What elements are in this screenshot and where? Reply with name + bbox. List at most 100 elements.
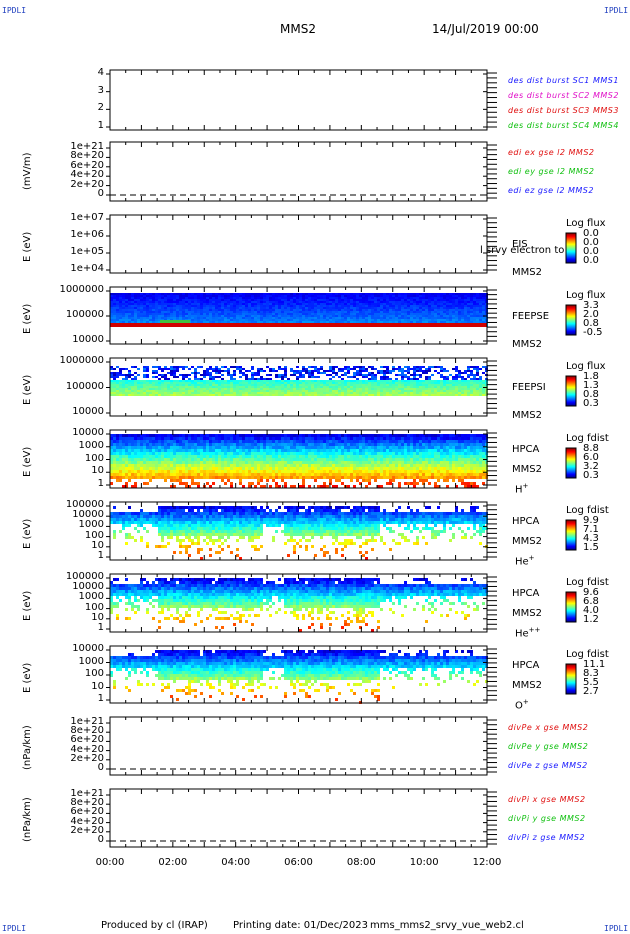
page-title: MMS2 [280,22,316,36]
y-axis-title: E (eV) [22,231,33,262]
spacecraft-label: MMS2 [512,608,542,619]
colorbar-value: 4.0 [583,605,599,616]
colorbar-value: 2.0 [583,309,599,320]
species-name: He [515,628,529,640]
species-charge: + [522,482,529,490]
y-tick-label: 10000 [72,406,104,417]
panel-feepse [106,286,577,345]
colorbar-value: 0.0 [583,237,599,248]
spacecraft-label: MMS2 [512,464,542,475]
colorbar-value: 3.2 [583,461,599,472]
colorbar-value: 0.0 [583,255,599,266]
colorbar [565,519,577,551]
panel-hpca-o [106,645,577,704]
species-charge: + [522,698,529,706]
panel-divpi [106,788,497,848]
species-name: H [515,484,523,496]
spacecraft-label: MMS2 [512,339,542,350]
panel-feepsi [106,357,577,417]
colorbar-title: Log flux [566,361,606,372]
y-tick-label: 8e+20 [70,797,104,809]
colorbar-value: 0.3 [583,398,599,409]
page-date: 14/Jul/2019 00:00 [432,22,539,36]
y-tick-label: 10000 [72,334,104,345]
y-tick-label: 4e+20 [70,169,104,181]
panel-hpca-he [106,501,577,561]
footer-filename: mms_mms2_srvy_vue_web2.cl [370,920,524,931]
legend-entry: des dist burst SC3 MMS3 [508,106,619,115]
y-axis-title: E (eV) [22,446,33,477]
instrument-label: HPCA [512,516,540,527]
colorbar-value: 6.8 [583,596,599,607]
species-name: O [515,700,523,712]
y-tick-label: 100 [84,668,104,679]
x-tick-label: 08:00 [346,857,376,868]
colorbar-title: Log fdist [566,433,609,444]
y-tick-label: 10000 [72,509,104,521]
y-tick-label: 10 [91,611,104,623]
colorbar-value: 1.8 [583,371,599,382]
y-tick-label: 2e+20 [70,178,104,190]
legend-entry: divPi x gse MMS2 [508,795,586,804]
y-tick-label: 1000 [78,519,104,531]
y-tick-label: 1e+05 [70,246,104,257]
colorbar [565,591,577,623]
y-tick-label: 6e+20 [70,806,104,818]
x-tick-label: 10:00 [409,857,439,868]
x-tick-label: 06:00 [284,857,313,868]
legend-entry: divPi z gse MMS2 [508,833,586,842]
y-tick-label: 1 [97,693,104,704]
y-axis-title: E (eV) [22,374,33,405]
panel-edi-e [106,141,497,202]
legend-entry: des dist burst SC4 MMS4 [508,121,619,130]
y-tick-label: 4 [97,67,104,78]
y-axis-title: E (eV) [22,590,33,621]
colorbar-value: 9.9 [583,515,599,526]
y-tick-label: 100 [84,452,104,464]
spacecraft-label: MMS2 [512,410,542,421]
y-tick-label: 8e+20 [70,150,104,162]
colorbar [565,663,577,695]
instrument-label: HPCA [512,660,540,671]
x-tick-label: 12:00 [472,857,502,868]
colorbar-value: 4.3 [583,533,599,544]
colorbar-value: 0.0 [583,246,599,257]
x-tick-label: 00:00 [95,857,125,868]
y-tick-label: 100000 [65,380,104,392]
instrument-label: EIS [512,239,528,250]
colorbar [565,304,577,336]
colorbar-value: 8.3 [583,668,599,679]
y-axis-title: (mV/m) [22,152,33,190]
colorbar-value: 2.7 [583,686,599,697]
colorbar-value: 5.5 [583,677,599,688]
legend-entry: edi ex gse l2 MMS2 [508,148,595,157]
y-tick-label: 1e+06 [70,229,104,240]
colorbar-value: 0.0 [583,228,599,239]
y-tick-label: 1e+07 [70,212,104,223]
instrument-label: FEEPSI [512,382,546,393]
y-tick-label: 1e+04 [70,263,104,274]
y-tick-label: 8e+20 [70,725,104,737]
colorbar [565,375,577,407]
species-charge: + [528,554,535,562]
panel-hpca-he2 [106,573,577,633]
colorbar-value: 3.3 [583,300,599,311]
species-label: O+ [515,698,529,711]
legend-entry: edi ey gse l2 MMS2 [508,167,595,176]
legend-entry: des dist burst SC2 MMS2 [508,91,619,100]
colorbar-value: 6.0 [583,452,599,463]
spacecraft-label: MMS2 [512,680,542,691]
y-axis-title: E (eV) [22,662,33,693]
footer-printing-date: Printing date: 01/Dec/2023 [233,920,369,931]
y-tick-label: 10000 [72,581,104,593]
instrument-label: FEEPSE [512,311,550,322]
y-tick-label: 0 [97,762,104,773]
species-name: He [515,556,529,568]
legend-entry: divPi y gse MMS2 [508,814,586,823]
legend-entry: divPe z gse MMS2 [508,761,588,770]
colorbar-value: 7.1 [583,524,599,535]
panel-divpe [106,716,497,776]
corner-label-bottom-right: IPDLI [604,924,629,933]
panel-des-dist [106,69,497,131]
